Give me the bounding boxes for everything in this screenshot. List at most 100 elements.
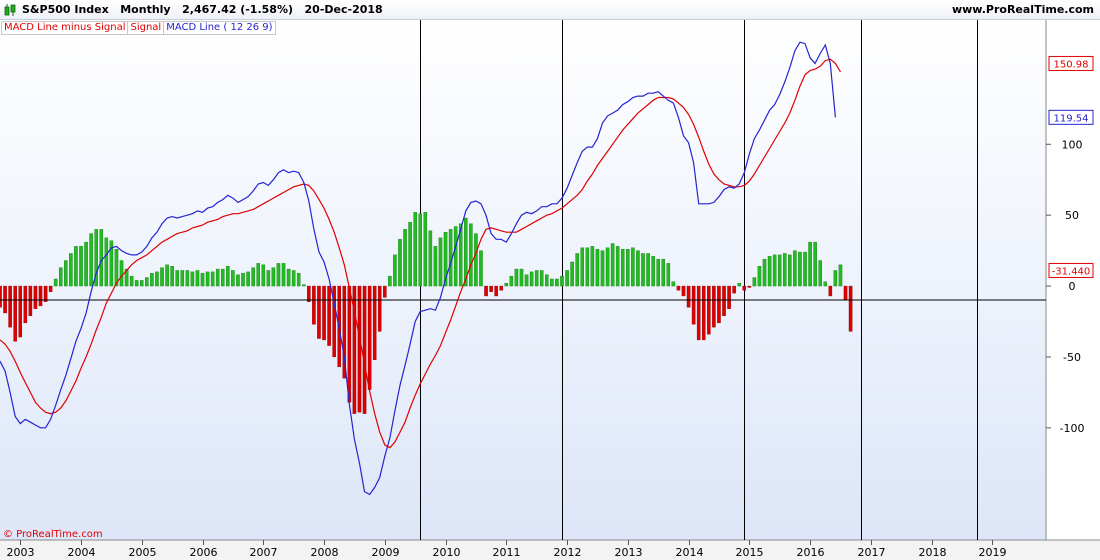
legend-histogram[interactable]: MACD Line minus Signal: [1, 21, 129, 35]
histogram-bar: [33, 285, 38, 309]
signal-line: [0, 58, 842, 449]
histogram-bar: [388, 275, 392, 287]
axis-background: [1046, 20, 1100, 540]
value-label-text: 150.98: [1054, 59, 1089, 70]
histogram-bar: [160, 267, 164, 287]
y-tick-label: 0: [1069, 280, 1076, 293]
histogram-bar: [155, 271, 159, 287]
instrument-name: S&P500 Index: [22, 3, 109, 16]
histogram-bar: [180, 270, 185, 287]
histogram-bar: [479, 250, 483, 287]
y-tick-label: 50: [1065, 209, 1079, 222]
histogram-bar: [636, 250, 640, 287]
histogram-bar: [843, 285, 848, 301]
histogram-bar: [28, 285, 33, 317]
date: 20-Dec-2018: [304, 3, 383, 16]
histogram-bar: [352, 285, 357, 414]
histogram-bar: [641, 253, 645, 287]
histogram-bar: [686, 285, 691, 308]
histogram-bar: [362, 285, 367, 414]
macd-chart[interactable]: 100 50 0 -50 -100 2003 2004 2005 2006 2007 2008 20…: [0, 20, 1100, 560]
y-tick-label: 100: [1062, 138, 1083, 151]
histogram-bar: [347, 285, 352, 403]
histogram-bar: [185, 270, 190, 287]
x-tick-label: 2004: [68, 546, 96, 559]
histogram-bar: [484, 285, 488, 297]
histogram-bar: [793, 250, 797, 287]
histogram-bar: [372, 285, 377, 360]
histogram-bar: [139, 280, 144, 287]
histogram-bar: [170, 266, 174, 287]
x-axis-background: [0, 540, 1100, 560]
histogram-bar: [99, 229, 104, 287]
legend-macd[interactable]: MACD Line ( 12 26 9): [164, 21, 276, 35]
histogram-bar: [291, 270, 296, 287]
histogram-bar: [514, 268, 519, 287]
histogram-value-label: -31.440: [1048, 262, 1094, 278]
legend-signal[interactable]: Signal: [128, 21, 165, 35]
histogram-bar: [757, 266, 762, 287]
histogram-bar: [281, 263, 286, 287]
histogram-bar: [367, 285, 372, 390]
histogram-bar: [545, 274, 549, 287]
histogram-bar: [727, 285, 731, 309]
histogram-bar: [124, 268, 129, 287]
histogram-bar: [23, 285, 28, 324]
histogram-bar: [89, 233, 93, 287]
histogram-bar: [18, 285, 23, 338]
histogram-bar: [469, 223, 473, 287]
x-tick-label: 2015: [736, 546, 764, 559]
histogram-bar: [626, 249, 630, 287]
histogram-bar: [560, 275, 564, 287]
site-url[interactable]: www.ProRealTime.com: [951, 3, 1094, 16]
x-tick-label: 2013: [615, 546, 643, 559]
histogram-bar: [782, 253, 787, 287]
histogram-bar: [742, 285, 747, 291]
macd-line: [0, 41, 836, 496]
histogram-bar: [226, 266, 230, 287]
histogram-bar: [798, 251, 802, 287]
histogram-bar: [0, 285, 2, 308]
histogram-bar: [327, 285, 331, 346]
histogram-bar: [676, 285, 681, 291]
histogram-bar: [210, 271, 215, 287]
histogram-bar: [838, 264, 843, 287]
histogram-bar: [13, 285, 17, 342]
histogram-bar: [701, 285, 706, 341]
histogram-bar: [772, 254, 777, 287]
histogram-bar: [53, 278, 58, 287]
histogram-bar: [190, 271, 195, 287]
histogram-bar: [38, 285, 43, 307]
histogram-bar: [656, 258, 660, 287]
x-tick-label: 2006: [190, 546, 218, 559]
histogram-bar: [605, 247, 610, 287]
histogram-bar: [423, 212, 428, 287]
histogram-bar: [317, 285, 321, 339]
histogram-bar: [74, 246, 78, 287]
x-tick-label: 2008: [311, 546, 339, 559]
x-tick-label: 2011: [493, 546, 521, 559]
chart-title: S&P500 Index Monthly 2,467.42 (-1.58%) 2…: [22, 3, 383, 16]
y-tick-label: -50: [1063, 351, 1081, 364]
histogram-bar: [286, 268, 291, 287]
histogram-bar: [823, 281, 828, 287]
histogram-bar: [84, 241, 88, 287]
histogram-bar: [241, 273, 245, 287]
histogram-bar: [408, 222, 412, 287]
histogram-bar: [357, 285, 362, 413]
histogram-bar: [251, 267, 255, 287]
histogram-bar: [403, 229, 407, 287]
histogram-bar: [504, 283, 509, 287]
histogram-bar: [129, 275, 134, 287]
histogram-bar: [671, 281, 676, 287]
histogram-bar: [474, 233, 478, 287]
x-tick-label: 2016: [797, 546, 825, 559]
histogram-bar: [747, 285, 752, 288]
x-tick-label: 2007: [250, 546, 278, 559]
histogram-bar: [590, 246, 595, 287]
histogram-bar: [261, 264, 266, 287]
histogram-bar: [752, 277, 757, 287]
x-tick-label: 2019: [979, 546, 1007, 559]
histogram-bar: [271, 267, 276, 287]
candlestick-icon: [4, 4, 16, 16]
